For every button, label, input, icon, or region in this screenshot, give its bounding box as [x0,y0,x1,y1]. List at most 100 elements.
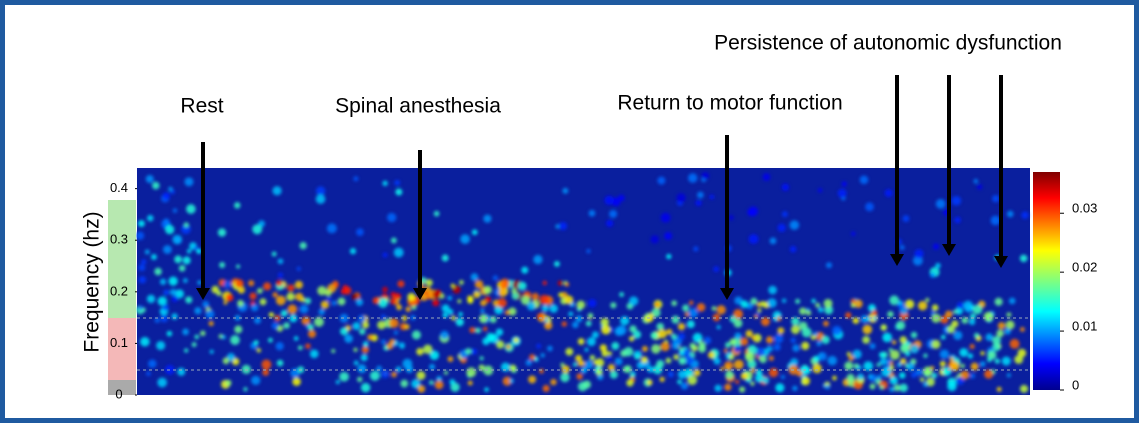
texture-dot [632,330,642,339]
texture-dot [175,289,185,299]
texture-dot [140,336,150,347]
texture-dot [917,300,928,311]
texture-dot [305,343,311,349]
texture-dot [992,194,1000,203]
texture-dot [711,306,717,311]
texture-dot [531,292,539,301]
texture-dot [326,297,332,302]
texture-dot [193,245,199,251]
texture-dot [940,334,946,340]
texture-dot [910,331,918,339]
texture-dot [884,189,893,197]
texture-dot [972,304,983,315]
texture-dot [549,304,558,313]
texture-dot [533,254,543,265]
texture-dot [818,307,824,313]
texture-dot [432,290,441,299]
texture-dot [879,385,884,390]
texture-dot [666,253,672,260]
texture-dot [671,333,677,340]
texture-dot [693,369,701,377]
texture-dot [823,320,829,327]
texture-dot [762,173,771,181]
texture-dot [297,345,303,351]
texture-dot [827,355,838,366]
texture-dot [587,312,594,319]
texture-dot [248,280,255,287]
texture-dot [257,288,263,294]
texture-dot [728,354,735,360]
texture-dot [395,188,403,196]
texture-dot [990,215,1001,226]
texture-dot [508,307,517,316]
texture-dot [725,342,731,348]
texture-dot [751,335,757,341]
texture-dot [815,302,821,308]
texture-dot [724,383,732,391]
colorbar-tick-label: 0.01 [1072,319,1097,334]
texture-dot [1006,210,1014,218]
texture-dot [280,309,288,317]
texture-dot [387,212,397,223]
texture-dot [467,380,473,386]
y-tick-label: 0.1 [110,335,128,350]
texture-dot [909,344,919,354]
texture-dot [801,376,811,386]
texture-dot [899,343,910,354]
texture-dot [160,314,168,323]
texture-dot [949,361,960,372]
texture-dot [457,299,462,304]
texture-dot [611,197,621,207]
texture-dot [955,376,965,385]
texture-dot [271,251,277,257]
texture-dot [857,373,865,381]
texture-dot [799,307,807,315]
texture-dot [636,361,645,369]
texture-dot [1004,328,1011,335]
texture-dot [821,335,830,344]
texture-dot [217,228,227,237]
texture-dot [484,387,489,392]
texture-dot [411,330,421,340]
texture-dot [895,320,906,331]
texture-dot [558,292,563,298]
texture-dot [935,262,941,269]
texture-dot [471,348,478,355]
texture-dot [773,333,784,344]
texture-dot [357,364,367,374]
texture-dot [823,298,833,308]
texture-dot [723,348,728,353]
texture-dot [882,332,892,343]
texture-dot [474,279,484,289]
texture-dot [182,256,191,265]
texture-dot [865,202,874,212]
texture-dot [262,369,270,376]
colorbar-tick-label: 0 [1072,377,1079,392]
texture-dot [313,316,324,327]
texture-dot [495,328,504,336]
texture-dot [390,237,397,244]
texture-dot [138,264,146,272]
annotation: Return to motor function [617,92,842,115]
texture-dot [768,367,779,378]
texture-dot [801,341,810,350]
texture-dot [442,312,449,319]
texture-dot [146,294,156,304]
texture-dot [450,382,460,392]
texture-dot [357,314,366,323]
texture-dot [899,336,907,344]
texture-dot [432,299,440,307]
texture-dot [664,232,673,240]
texture-dot [692,332,703,343]
texture-dot [765,336,774,344]
texture-dot [256,348,262,353]
texture-dot [560,372,570,383]
texture-dot [889,386,895,392]
texture-dot [489,316,497,324]
texture-dot [645,313,650,318]
texture-dot [340,327,349,336]
texture-dot [511,292,520,300]
texture-dot [689,342,696,349]
texture-dot [682,348,691,357]
